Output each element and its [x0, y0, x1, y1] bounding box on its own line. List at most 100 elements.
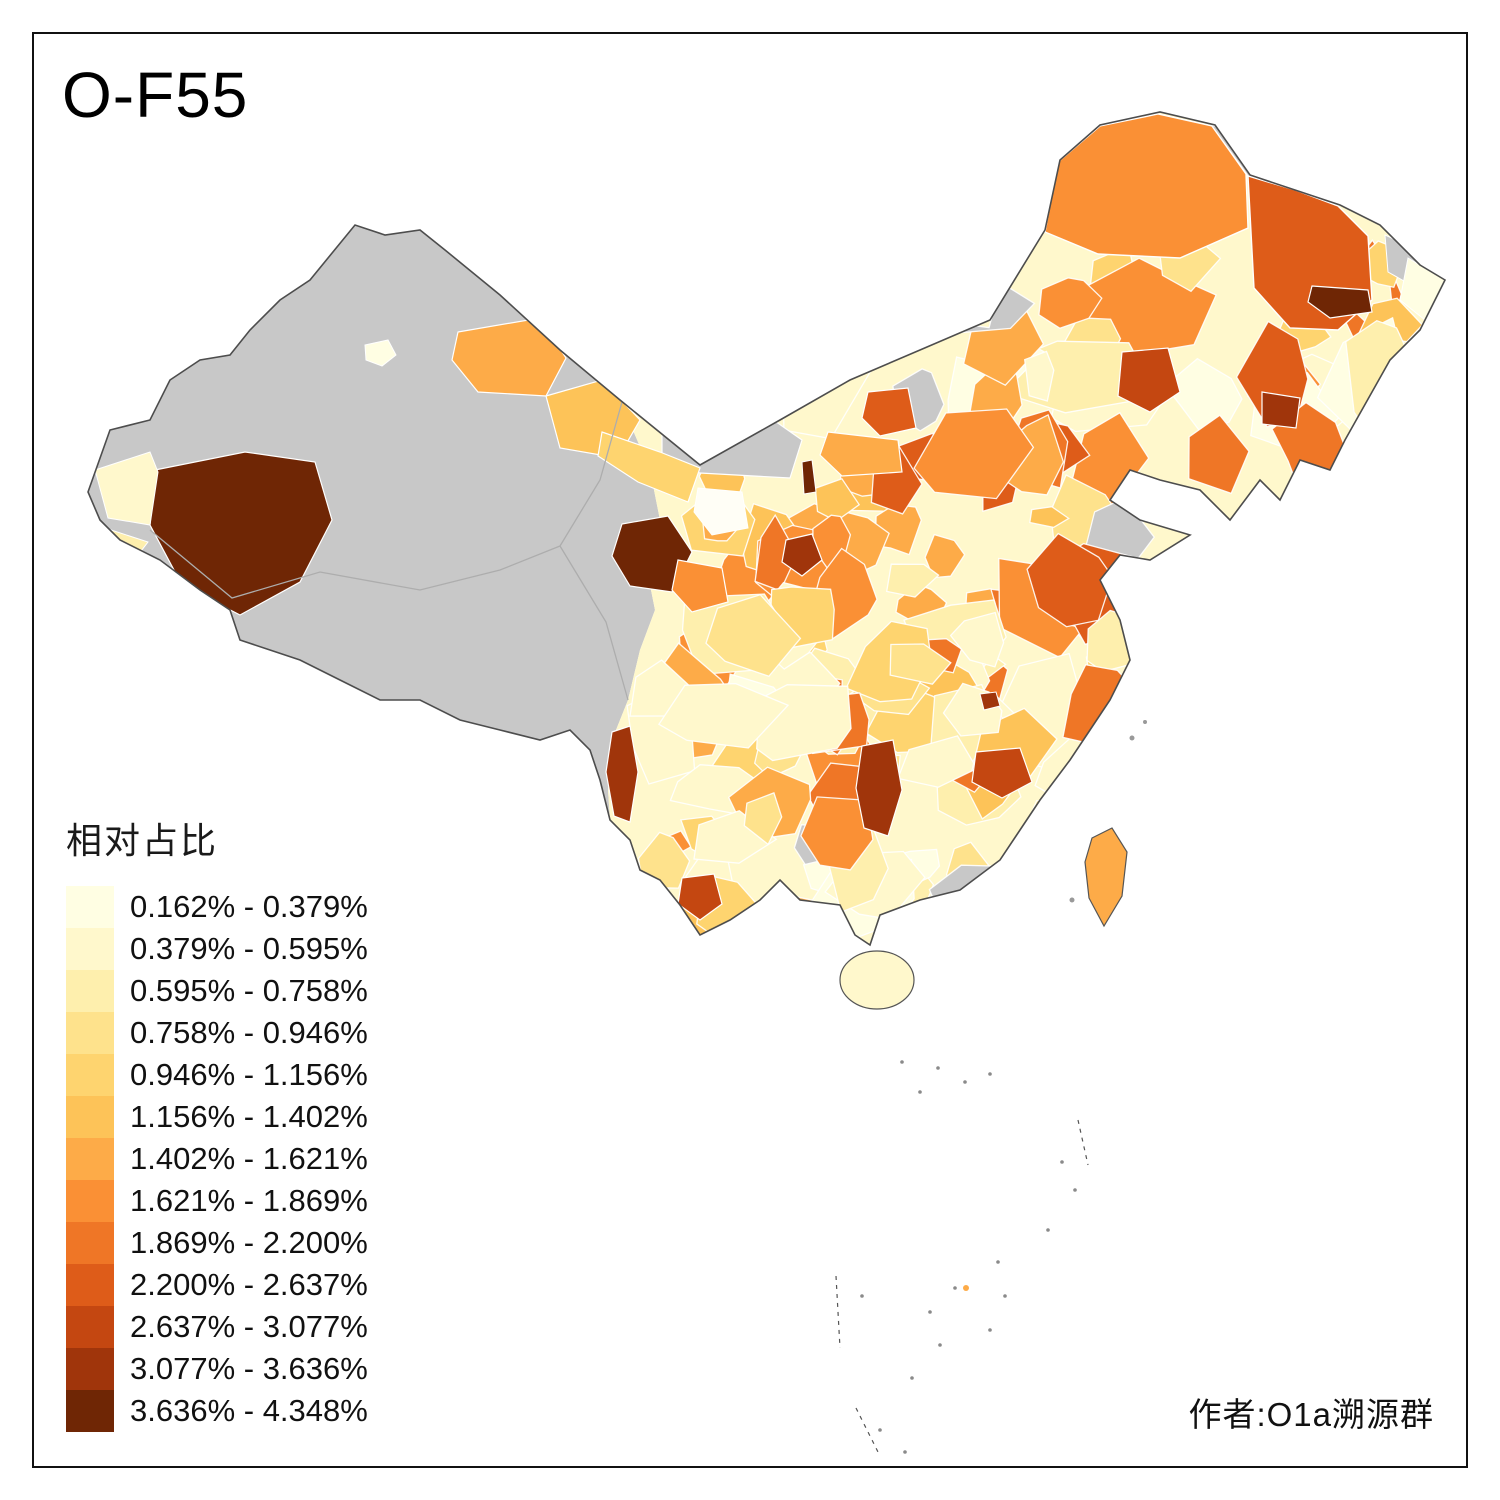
prefecture-patch [913, 408, 1035, 500]
legend-item-label: 0.162% - 0.379% [130, 889, 368, 924]
legend-item: 0.595% - 0.758% [66, 970, 368, 1012]
legend-title: 相对占比 [66, 820, 219, 861]
legend-item-label: 0.946% - 1.156% [130, 1057, 368, 1092]
prefecture-patch [1026, 532, 1114, 628]
region-ne-dark-brown [1307, 285, 1373, 319]
legend-item: 3.077% - 3.636% [66, 1348, 368, 1390]
region-yunnan-west-dark [605, 725, 639, 823]
sea-dashed-lines [835, 1119, 1089, 1457]
legend-item-label: 1.869% - 2.200% [130, 1225, 368, 1260]
legend-item-label: 3.077% - 3.636% [130, 1351, 368, 1386]
page-title: O-F55 [62, 59, 249, 131]
prefecture-patch [1188, 414, 1250, 495]
prefecture-patch [889, 643, 952, 685]
legend-swatch [66, 1390, 114, 1432]
region-ningxia-dark [781, 533, 823, 577]
author-credit: 作者:O1a溯源群 [1188, 1396, 1434, 1433]
region-ne-dark-orange [1117, 347, 1181, 413]
legend-swatch [66, 886, 114, 928]
prefecture-patch [1130, 687, 1196, 740]
legend-swatch [66, 1180, 114, 1222]
region-hulunbuir-orange [1044, 113, 1249, 259]
region-im-dark-orange [861, 387, 917, 437]
legend-swatch [66, 1096, 114, 1138]
legend-item-label: 1.402% - 1.621% [130, 1141, 368, 1176]
region-white-patch [693, 487, 749, 536]
island-zhoushan-b [1143, 720, 1147, 724]
legend-item: 0.758% - 0.946% [66, 1012, 368, 1054]
legend-swatch [66, 1222, 114, 1264]
legend-item: 1.402% - 1.621% [66, 1138, 368, 1180]
prefecture-patch [608, 844, 640, 931]
region-west-cream-a [94, 451, 159, 526]
region-tiny-maroon [979, 691, 1001, 711]
prefecture-patch [657, 682, 790, 749]
legend-item: 1.869% - 2.200% [66, 1222, 368, 1264]
region-qinghai-orange [671, 559, 729, 613]
legend-item-label: 0.758% - 0.946% [130, 1015, 368, 1050]
legend-swatch [66, 1306, 114, 1348]
legend-item: 2.637% - 3.077% [66, 1306, 368, 1348]
region-qinghai-dark [611, 515, 693, 593]
legend-item-label: 1.621% - 1.869% [130, 1183, 368, 1218]
prefecture-patch [1010, 869, 1063, 945]
south-china-sea-islets [860, 1060, 1077, 1454]
island-zhoushan-a [1129, 735, 1135, 741]
legend-item: 0.946% - 1.156% [66, 1054, 368, 1096]
prefecture-patch [1038, 277, 1103, 330]
legend-swatch [66, 1138, 114, 1180]
prefecture-patch [733, 346, 811, 409]
region-guizhou-dark [855, 739, 903, 837]
prefecture-patch [949, 611, 1005, 668]
islet-orange-speck [963, 1285, 969, 1291]
legend-item-label: 2.200% - 2.637% [130, 1267, 368, 1302]
legend-item: 2.200% - 2.637% [66, 1264, 368, 1306]
prefecture-patch [743, 792, 783, 846]
region-xinjiang-spot [364, 339, 397, 367]
legend-item-label: 0.595% - 0.758% [130, 973, 368, 1008]
island-hainan [839, 950, 915, 1010]
legend-swatch [66, 1012, 114, 1054]
legend-swatch [66, 1348, 114, 1390]
legend-items: 0.162% - 0.379% 0.379% - 0.595% 0.595% - 0… [66, 886, 368, 1432]
legend-swatch [66, 970, 114, 1012]
legend-swatch [66, 1054, 114, 1096]
legend-item-label: 2.637% - 3.077% [130, 1309, 368, 1344]
border-xinjiang-gansu [559, 401, 623, 547]
prefecture-patch [897, 735, 978, 788]
prefecture-patch [924, 533, 966, 579]
region-hunan-dark-orange [971, 747, 1033, 799]
legend-item-label: 3.636% - 4.348% [130, 1393, 368, 1428]
prefecture-patch [915, 888, 1019, 945]
legend-item: 0.162% - 0.379% [66, 886, 368, 928]
legend-swatch [66, 1264, 114, 1306]
prefecture-patch [928, 864, 1044, 938]
region-tiny-dark-sliver [801, 459, 817, 495]
legend-item-label: 1.156% - 1.402% [130, 1099, 368, 1134]
prefecture-patch [885, 563, 940, 598]
prefecture-patch [1029, 506, 1070, 529]
legend-item: 0.379% - 0.595% [66, 928, 368, 970]
legend-item: 3.636% - 4.348% [66, 1390, 368, 1432]
legend-swatch [66, 928, 114, 970]
region-im-orange [819, 431, 903, 477]
border-tibet-qinghai [559, 545, 629, 701]
prefecture-patch [705, 593, 802, 678]
legend-item: 1.156% - 1.402% [66, 1096, 368, 1138]
island-taiwan [1084, 827, 1128, 928]
legend-item-label: 0.379% - 0.595% [130, 931, 368, 966]
prefecture-patch [1113, 691, 1170, 748]
prefecture-patch [845, 620, 932, 703]
prefecture-patch [1133, 630, 1190, 687]
legend-item: 1.621% - 1.869% [66, 1180, 368, 1222]
island-penghu [1069, 897, 1075, 903]
region-yunnan-south-dark [677, 873, 723, 921]
region-ne-small-dark [1261, 391, 1301, 429]
china-outline [87, 111, 1447, 947]
border-xinjiang-tibet [149, 529, 561, 599]
legend: 相对占比 0.162% - 0.379% 0.379% - 0.595% 0.595… [66, 812, 368, 1432]
region-hexi-corridor [597, 431, 701, 503]
prefecture-patch [1023, 350, 1055, 402]
